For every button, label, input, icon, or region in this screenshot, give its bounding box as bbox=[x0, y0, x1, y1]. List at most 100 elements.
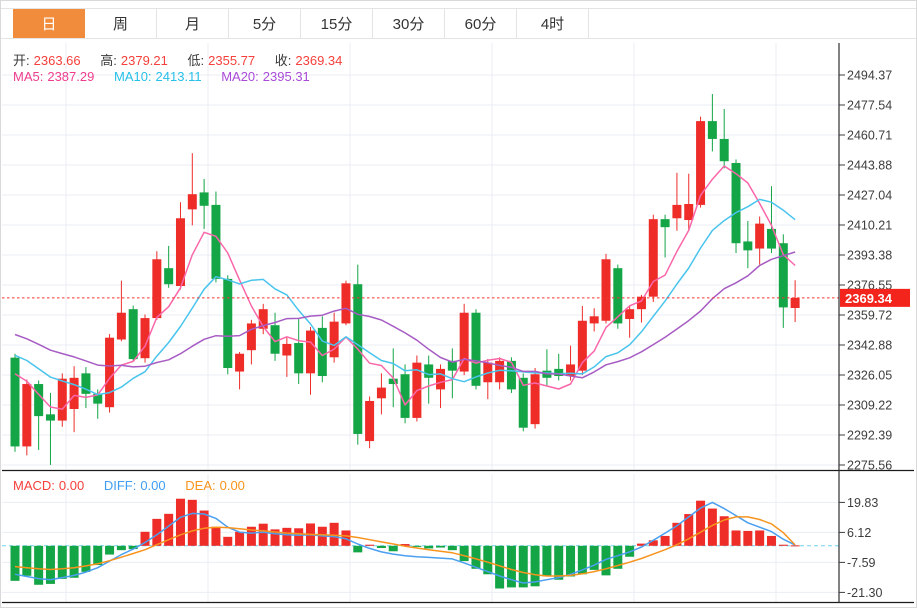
price-axis-label: 2292.39 bbox=[847, 429, 892, 443]
candle bbox=[424, 355, 434, 404]
tab-60min[interactable]: 60分 bbox=[445, 9, 517, 38]
macd-bar bbox=[636, 543, 646, 546]
macd-bar bbox=[282, 527, 292, 546]
candle bbox=[175, 202, 185, 290]
candle bbox=[731, 159, 741, 254]
low-label: 低: bbox=[187, 53, 205, 68]
macd-bar bbox=[601, 545, 611, 576]
macd-bar bbox=[589, 545, 599, 570]
candle bbox=[306, 326, 315, 395]
candle bbox=[223, 275, 233, 375]
price-axis-label: 2326.05 bbox=[847, 369, 892, 383]
candle bbox=[152, 251, 162, 320]
macd-bar bbox=[164, 513, 174, 546]
macd-bar bbox=[554, 545, 564, 580]
macd-bar bbox=[211, 526, 221, 546]
price-axis-label: 2460.71 bbox=[847, 129, 892, 143]
tab-4hour[interactable]: 4时 bbox=[517, 9, 589, 38]
candle bbox=[518, 373, 528, 432]
macd-axis-label: -21.30 bbox=[847, 586, 882, 600]
tab-15min[interactable]: 15分 bbox=[301, 9, 373, 38]
macd-bar bbox=[518, 545, 528, 588]
macd-bar bbox=[116, 545, 126, 551]
macd-bar bbox=[246, 526, 256, 546]
price-axis-label: 2443.88 bbox=[847, 159, 892, 173]
last-price-value: 2369.34 bbox=[845, 291, 893, 306]
candle bbox=[707, 94, 717, 152]
candle bbox=[164, 245, 174, 288]
macd-bar bbox=[81, 545, 91, 572]
tab-day[interactable]: 日 bbox=[13, 9, 85, 38]
candle bbox=[684, 173, 694, 231]
dea-line bbox=[14, 516, 796, 577]
macd-bar bbox=[10, 545, 20, 581]
close-value: 2369.34 bbox=[295, 53, 343, 68]
macd-bar bbox=[766, 535, 776, 546]
macd-bar bbox=[270, 529, 280, 546]
macd-value: 0.00 bbox=[58, 478, 85, 493]
macd-bar bbox=[365, 544, 375, 546]
candle bbox=[636, 294, 646, 323]
candle bbox=[93, 389, 103, 419]
diff-label: DIFF: bbox=[103, 478, 137, 493]
macd-bar bbox=[542, 545, 552, 577]
macd-bar bbox=[778, 544, 788, 546]
candle bbox=[483, 359, 493, 400]
candle bbox=[140, 314, 150, 363]
macd-bar bbox=[57, 545, 67, 579]
macd-histogram bbox=[10, 498, 800, 589]
ma20-line bbox=[14, 251, 796, 379]
ma10-line bbox=[14, 198, 796, 396]
macd-bar bbox=[613, 545, 623, 569]
candle bbox=[128, 305, 138, 361]
tab-month[interactable]: 月 bbox=[157, 9, 229, 38]
price-axis-label: 2359.72 bbox=[847, 309, 892, 323]
tab-week[interactable]: 周 bbox=[85, 9, 157, 38]
candle bbox=[601, 253, 611, 324]
candle bbox=[613, 264, 623, 329]
candle bbox=[778, 234, 788, 328]
candle bbox=[436, 364, 446, 409]
timeframe-tabbar: 日 周 月 5分 15分 30分 60分 4时 bbox=[1, 8, 916, 39]
candle bbox=[660, 214, 670, 258]
candle bbox=[270, 312, 280, 361]
tab-30min[interactable]: 30分 bbox=[373, 9, 445, 38]
candle bbox=[447, 348, 457, 399]
last-price-badge: 2369.34 bbox=[840, 288, 910, 307]
ma5-line bbox=[14, 165, 796, 410]
close-label: 收: bbox=[274, 53, 292, 68]
macd-axis-label: 19.83 bbox=[847, 496, 878, 510]
ma5-label: MA5: bbox=[13, 69, 44, 84]
low-value: 2355.77 bbox=[208, 53, 256, 68]
high-value: 2379.21 bbox=[120, 53, 168, 68]
ma10-value: 2413.11 bbox=[155, 69, 202, 84]
candle bbox=[365, 396, 375, 449]
macd-bar bbox=[731, 530, 741, 546]
macd-bar bbox=[436, 545, 446, 548]
macd-bar bbox=[140, 531, 150, 546]
ma5-value: 2387.29 bbox=[47, 69, 95, 84]
candle bbox=[755, 216, 765, 265]
diff-line bbox=[14, 501, 796, 584]
macd-bar bbox=[388, 545, 398, 552]
price-axis-label: 2477.54 bbox=[847, 99, 892, 113]
candle bbox=[672, 172, 682, 231]
macd-bar bbox=[755, 530, 765, 546]
macd-bar bbox=[719, 516, 729, 546]
macd-bar bbox=[459, 545, 469, 562]
candle bbox=[589, 308, 599, 332]
macd-bar bbox=[329, 522, 339, 546]
macd-bar bbox=[577, 545, 587, 575]
candle bbox=[199, 179, 209, 229]
candle bbox=[353, 264, 363, 445]
tab-5min[interactable]: 5分 bbox=[229, 9, 301, 38]
macd-bar bbox=[447, 545, 457, 551]
candle bbox=[412, 355, 422, 422]
candle bbox=[69, 366, 79, 433]
macd-bar bbox=[707, 508, 717, 546]
price-axis-label: 2410.21 bbox=[847, 219, 892, 233]
candle bbox=[317, 316, 327, 383]
macd-bar bbox=[660, 535, 670, 546]
